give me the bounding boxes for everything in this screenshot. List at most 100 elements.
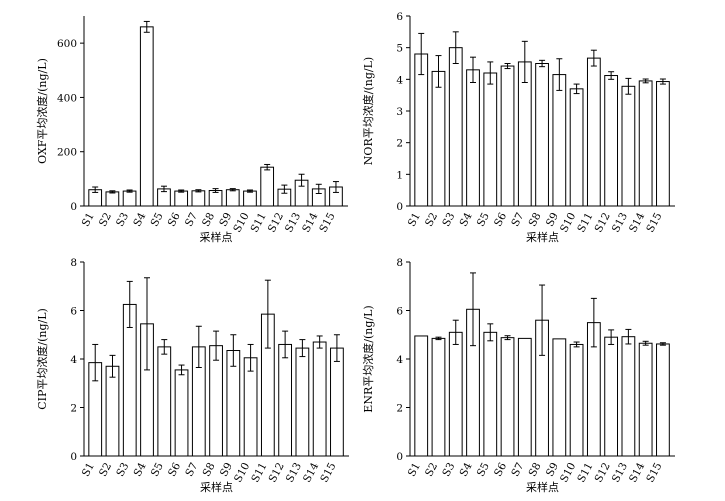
bar-s12 (604, 336, 619, 457)
x-tick-label: S15 (317, 211, 337, 235)
bar-s6 (174, 190, 189, 207)
y-tick-label: 0 (396, 451, 403, 463)
bar-s5 (483, 72, 498, 207)
x-axis-title: 采样点 (526, 480, 559, 494)
x-tick-label: S6 (166, 210, 183, 228)
bar-s11 (586, 57, 601, 207)
bar-s10 (569, 343, 584, 457)
x-axis-title: 采样点 (200, 480, 233, 494)
y-axis-title: NOR平均浓度/(ng/L) (361, 57, 375, 165)
bar-s7 (517, 337, 532, 457)
x-tick-label: S13 (284, 461, 304, 485)
bar-s1 (414, 335, 429, 457)
bar-s12 (278, 343, 293, 457)
bar-s7 (517, 61, 532, 207)
bar-s15 (330, 347, 344, 457)
x-tick-label: S1 (406, 461, 423, 479)
x-tick-label: S9 (218, 461, 235, 479)
bar-s14 (638, 80, 653, 207)
x-tick-label: S10 (558, 461, 578, 485)
bar-s6 (174, 369, 189, 457)
x-tick-label: S8 (527, 211, 544, 229)
x-tick-label: S14 (627, 211, 647, 235)
x-tick-label: S13 (610, 211, 630, 235)
bar-s6 (500, 65, 515, 207)
bar-s2 (431, 337, 446, 457)
x-tick-label: S12 (593, 461, 613, 485)
y-tick-label: 4 (396, 74, 403, 86)
x-tick-label: S1 (80, 461, 97, 479)
y-tick-label: 0 (70, 451, 77, 463)
x-tick-label: S14 (300, 211, 320, 235)
bar-s10 (243, 190, 257, 207)
x-tick-label: S9 (544, 461, 561, 479)
x-tick-label: S9 (217, 211, 234, 229)
bar-s13 (621, 336, 636, 457)
x-tick-label: S11 (575, 461, 595, 485)
bar-s11 (260, 166, 275, 207)
y-tick-label: 6 (396, 306, 403, 318)
bar-s9 (225, 189, 240, 207)
y-tick-label: 3 (396, 106, 403, 118)
x-tick-label: S11 (249, 211, 269, 235)
x-tick-label: S4 (132, 460, 149, 478)
x-tick-label: S1 (80, 211, 97, 229)
bar-s2 (431, 70, 446, 207)
y-tick-label: 2 (70, 403, 77, 415)
x-tick-label: S14 (627, 461, 647, 485)
x-tick-label: S15 (644, 461, 664, 485)
y-tick-label: 600 (57, 38, 77, 50)
x-tick-label: S4 (458, 460, 475, 478)
bar-s3 (448, 331, 463, 457)
x-tick-label: S5 (475, 211, 492, 229)
x-tick-label: S7 (509, 211, 526, 229)
x-tick-label: S12 (593, 211, 613, 235)
bar-s2 (105, 191, 120, 207)
bar-s7 (191, 190, 206, 207)
x-tick-label: S12 (267, 461, 287, 485)
bar-s9 (552, 74, 567, 207)
x-axis-title: 采样点 (200, 230, 233, 244)
y-axis-title: CIP平均浓度/(ng/L) (35, 308, 49, 410)
x-tick-label: S7 (183, 461, 200, 479)
x-tick-label: S11 (575, 211, 595, 235)
x-tick-label: S15 (318, 461, 338, 485)
bar-s2 (105, 365, 120, 457)
x-tick-label: S10 (232, 461, 252, 485)
x-tick-label: S5 (149, 211, 166, 229)
y-tick-label: 4 (396, 354, 403, 366)
x-tick-label: S13 (610, 461, 630, 485)
y-tick-label: 2 (396, 138, 403, 150)
x-tick-label: S1 (406, 211, 423, 229)
bar-s6 (500, 337, 515, 457)
x-tick-label: S11 (249, 461, 269, 485)
y-tick-label: 0 (70, 201, 77, 213)
bar-s13 (621, 85, 636, 207)
x-tick-label: S8 (527, 461, 544, 479)
y-tick-label: 4 (70, 354, 77, 366)
y-tick-label: 6 (396, 11, 403, 23)
x-tick-label: S7 (509, 461, 526, 479)
x-tick-label: S6 (166, 460, 183, 478)
x-tick-label: S14 (301, 461, 321, 485)
chart-panel-nor: 0 1 2 3 4 5 6 S1 S2 S3 S4 S5 S6 S7 S8 S9S10S11S12S13S14… (361, 11, 675, 244)
y-tick-label: 2 (396, 403, 403, 415)
x-tick-label: S9 (544, 211, 561, 229)
x-tick-label: S3 (440, 461, 457, 479)
y-axis-title: OXF平均浓度/(ng/L) (35, 58, 49, 164)
bar-s8 (209, 345, 223, 457)
y-tick-label: 5 (396, 43, 403, 55)
x-tick-label: S7 (183, 211, 200, 229)
x-tick-label: S10 (231, 211, 251, 235)
bar-s15 (656, 343, 670, 457)
chart-panel-cip: 0 2 4 6 8 S1 S2 S3 S4 S5 S6 S7 S8 S9S10S11S12S13S14S1… (35, 257, 349, 494)
x-tick-label: S15 (644, 211, 664, 235)
x-tick-label: S2 (423, 461, 440, 479)
y-tick-label: 6 (70, 306, 77, 318)
x-tick-label: S5 (149, 461, 166, 479)
x-tick-label: S8 (200, 211, 217, 229)
x-tick-label: S4 (131, 210, 148, 228)
x-tick-label: S5 (475, 461, 492, 479)
x-tick-label: S2 (97, 211, 114, 229)
y-tick-label: 200 (57, 147, 77, 159)
